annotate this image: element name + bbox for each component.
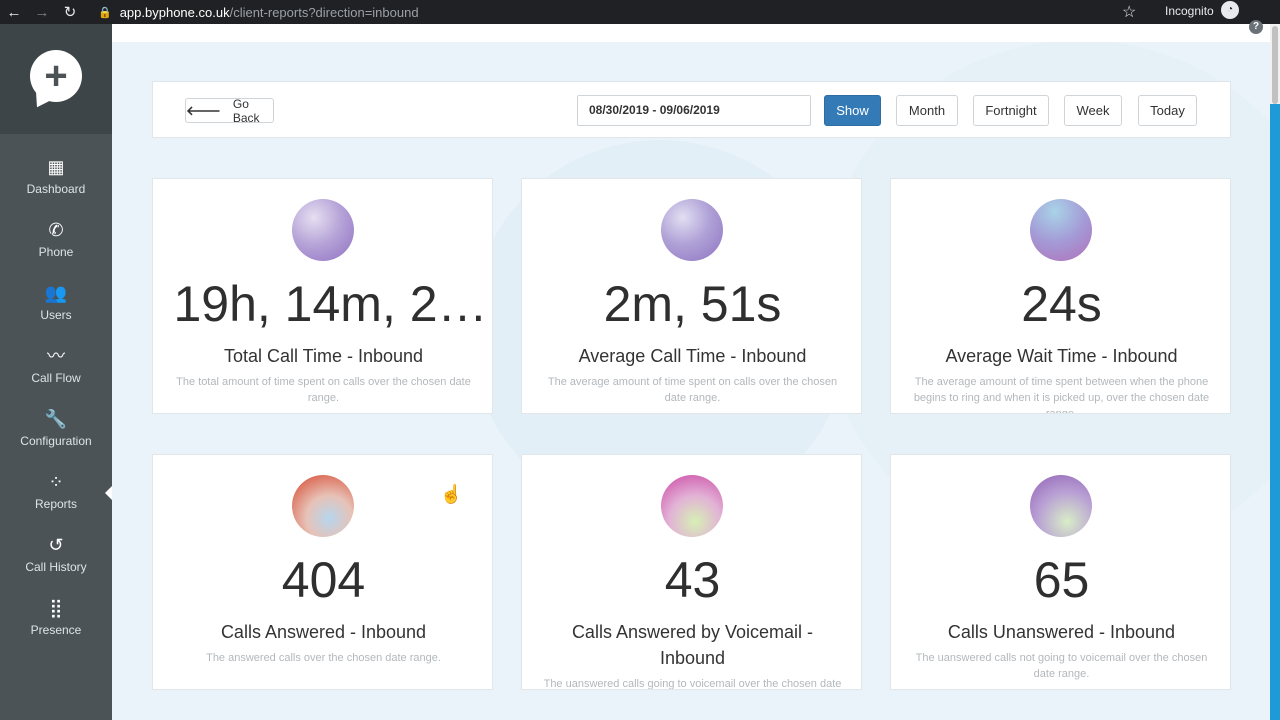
sidebar-item-label: Call Flow — [31, 371, 81, 385]
go-back-button[interactable]: 🡐 Go Back — [185, 96, 274, 125]
card-description: The answered calls over the chosen date … — [206, 652, 441, 664]
sidebar-item-label: Call History — [25, 560, 87, 574]
card-title: Calls Unanswered - Inbound — [947, 622, 1176, 642]
card-title: Calls Answered - Inbound — [220, 622, 427, 642]
card-orb-icon — [661, 199, 723, 261]
forward-arrow-icon[interactable]: → — [34, 3, 50, 21]
logo-area: + — [0, 24, 112, 134]
card-value: 24s — [1021, 276, 1102, 332]
go-back-label: Go Back — [232, 96, 260, 125]
hand-cursor-icon: ☝ — [440, 484, 463, 504]
url-path: /client-reports?direction=inbound — [229, 4, 419, 20]
card-value: 2m, 51s — [603, 276, 782, 332]
plus-icon: + — [44, 54, 68, 98]
wrench-icon: 🔧 — [44, 409, 68, 429]
phone-icon: ✆ — [48, 220, 64, 240]
stat-card-calls-answered: 404 Calls Answered - Inbound The answere… — [152, 454, 493, 690]
card-description: The uanswered calls not going to voicema… — [915, 652, 1208, 680]
fortnight-button[interactable]: Fortnight — [973, 95, 1049, 126]
grid-icon: ⣿ — [49, 598, 63, 618]
incognito-label: Incognito — [1165, 4, 1214, 18]
card-title: Average Call Time - Inbound — [578, 346, 807, 366]
card-title: Average Wait Time - Inbound — [945, 346, 1178, 366]
dashboard-icon: ▦ — [47, 157, 65, 177]
reload-icon[interactable]: ↻ — [63, 4, 77, 21]
stat-card-average-call-time: 2m, 51s Average Call Time - Inbound The … — [521, 178, 862, 414]
card-description: The total amount of time spent on calls … — [176, 376, 471, 404]
card-description: The average amount of time spent between… — [913, 376, 1210, 414]
incognito-icon[interactable]: ◔ — [1221, 1, 1239, 19]
sidebar-item-reports[interactable]: ⁘ Reports — [0, 465, 112, 525]
card-orb-icon — [292, 475, 354, 537]
stat-card-total-call-time: 19h, 14m, 2… Total Call Time - Inbound T… — [152, 178, 493, 414]
card-description: The uanswered calls going to voicemail o… — [543, 678, 842, 690]
users-icon: 👥 — [44, 283, 68, 303]
stat-card-calls-unanswered: 65 Calls Unanswered - Inbound The uanswe… — [890, 454, 1231, 690]
card-title: Calls Answered by Voicemail - Inbound — [571, 622, 814, 668]
today-button[interactable]: Today — [1138, 95, 1197, 126]
card-description: The average amount of time spent on call… — [547, 376, 838, 404]
card-orb-icon — [1030, 199, 1092, 261]
card-orb-icon — [1030, 475, 1092, 537]
address-bar[interactable]: 🔒 app.byphone.co.uk/client-reports?direc… — [98, 5, 419, 20]
sidebar-item-users[interactable]: 👥 Users — [0, 276, 112, 336]
week-button[interactable]: Week — [1064, 95, 1122, 126]
bookmark-star-icon[interactable]: ☆ — [1122, 4, 1137, 21]
card-value: 19h, 14m, 2… — [173, 276, 488, 332]
card-orb-icon — [292, 199, 354, 261]
arrow-left-icon: 🡐 — [186, 102, 221, 118]
sidebar-item-label: Dashboard — [26, 182, 86, 196]
accent-edge — [1270, 104, 1280, 720]
stat-card-average-wait-time: 24s Average Wait Time - Inbound The aver… — [890, 178, 1231, 414]
card-value: 404 — [281, 552, 366, 608]
sidebar-item-dashboard[interactable]: ▦ Dashboard — [0, 150, 112, 210]
app-logo[interactable]: + — [30, 50, 82, 102]
month-button[interactable]: Month — [896, 95, 958, 126]
call-flow-icon: 〰 — [47, 346, 65, 366]
sidebar-item-call-flow[interactable]: 〰 Call Flow — [0, 339, 112, 399]
show-button[interactable]: Show — [824, 95, 881, 126]
sidebar-item-label: Phone — [38, 245, 74, 259]
date-range-input[interactable]: 08/30/2019 - 09/06/2019 — [577, 95, 811, 126]
lock-icon: 🔒 — [98, 6, 112, 19]
url-host: app.byphone.co.uk — [119, 4, 230, 20]
sidebar-item-phone[interactable]: ✆ Phone — [0, 213, 112, 273]
history-icon: ↺ — [48, 535, 64, 555]
card-orb-icon — [661, 475, 723, 537]
sidebar-item-call-history[interactable]: ↺ Call History — [0, 528, 112, 588]
card-value: 43 — [664, 552, 721, 608]
sidebar-item-configuration[interactable]: 🔧 Configuration — [0, 402, 112, 462]
help-icon[interactable]: ? — [1249, 20, 1263, 34]
sidebar-item-label: Reports — [34, 497, 78, 511]
back-arrow-icon[interactable]: ← — [6, 3, 22, 21]
scrollbar-thumb[interactable] — [1272, 26, 1278, 104]
browser-toolbar: ← → ↻ 🔒 app.byphone.co.uk/client-reports… — [0, 0, 1280, 24]
sidebar: + ▦ Dashboard ✆ Phone 👥 Users 〰 Call Flo… — [0, 24, 112, 720]
reports-icon: ⁘ — [48, 472, 64, 492]
top-header-strip — [112, 24, 1270, 42]
active-indicator — [105, 486, 112, 500]
card-title: Total Call Time - Inbound — [223, 346, 424, 366]
sidebar-item-label: Configuration — [20, 434, 92, 448]
sidebar-item-label: Users — [40, 308, 72, 322]
card-value: 65 — [1033, 552, 1090, 608]
sidebar-item-label: Presence — [30, 623, 82, 637]
report-toolbar: 🡐 Go Back 08/30/2019 - 09/06/2019 Show M… — [152, 81, 1231, 138]
stat-card-calls-voicemail: 43 Calls Answered by Voicemail - Inbound… — [521, 454, 862, 690]
sidebar-item-presence[interactable]: ⣿ Presence — [0, 591, 112, 651]
